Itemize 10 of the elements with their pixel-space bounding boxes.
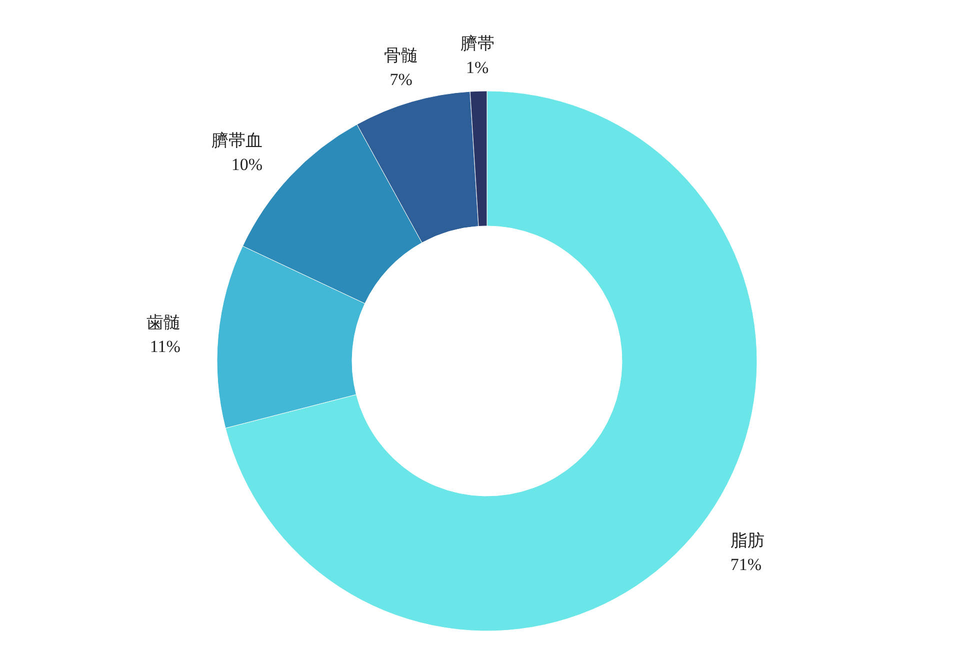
data-label: 71% xyxy=(730,554,762,574)
slice-label: 歯髄 xyxy=(146,313,180,332)
slice-label: 臍帯 xyxy=(460,34,494,54)
data-label: 10% xyxy=(231,155,262,174)
data-label: 1% xyxy=(466,58,489,78)
slice-label: 脂肪 xyxy=(730,530,764,550)
data-label: 11% xyxy=(150,337,180,356)
slice-label: 臍帯血 xyxy=(211,131,262,150)
data-label: 7% xyxy=(390,70,412,90)
slice-label: 骨髄 xyxy=(384,46,418,66)
